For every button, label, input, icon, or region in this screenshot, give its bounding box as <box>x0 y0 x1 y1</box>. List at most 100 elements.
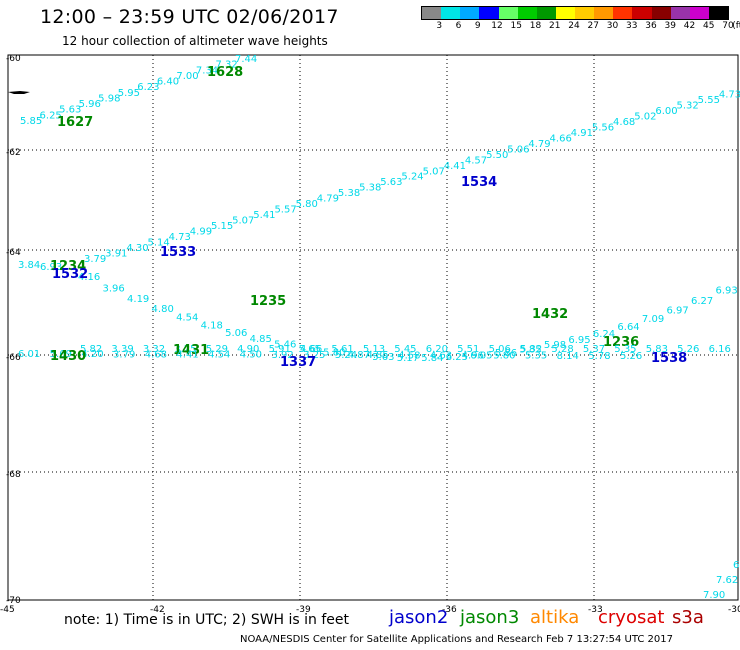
wave-height-value: 6.25 <box>40 110 62 121</box>
wave-height-value: 5.56 <box>592 122 614 133</box>
pass-time-label: 1337 <box>280 355 316 370</box>
wave-height-value: 5.69 <box>50 349 72 360</box>
footer-note: note: 1) Time is in UTC; 2) SWH is in fe… <box>64 612 350 628</box>
wave-height-value: 3.96 <box>103 283 125 294</box>
legend-swatch <box>594 7 614 19</box>
wave-height-value: 3.25 <box>174 344 196 355</box>
wave-height-value: 5.82 <box>80 344 102 355</box>
latitude-label: -66 <box>6 353 21 363</box>
legend-swatch <box>555 7 575 19</box>
wave-height-value: 5.26 <box>677 344 699 355</box>
wave-height-value: 3.32 <box>143 344 165 355</box>
legend-swatch <box>689 7 709 19</box>
wave-height-value: 3.92 <box>271 350 293 361</box>
legend-swatch <box>613 7 633 19</box>
wave-height-value: 4.41 <box>444 161 466 172</box>
wave-height-value: 5.15 <box>211 221 233 232</box>
satellite-jason2: jason2 <box>389 607 449 628</box>
legend-label: 6 <box>455 21 462 31</box>
wave-height-value: 4.73 <box>719 89 740 100</box>
wave-height-value: 6 <box>733 560 739 571</box>
longitude-label: -30 <box>728 605 740 615</box>
wave-height-value: 5.91 <box>269 344 291 355</box>
satellite-s3a: s3a <box>672 607 704 628</box>
wave-height-value: 5.06 <box>489 344 511 355</box>
legend-label: 9 <box>474 21 481 31</box>
wave-height-value: 5.07 <box>232 216 254 227</box>
wave-height-value: 6.23 <box>137 82 159 93</box>
pass-time-label: 1628 <box>207 65 243 80</box>
wave-height-value: 4.58 <box>398 350 420 361</box>
wave-height-value: 5.38 <box>359 183 381 194</box>
wave-height-value: 5.28 <box>551 344 573 355</box>
legend-swatch <box>479 7 499 19</box>
wave-height-value: 5.45 <box>394 344 416 355</box>
latitude-label: -64 <box>6 248 21 258</box>
legend-swatch <box>460 7 480 19</box>
wave-height-value: 4.20 <box>81 349 103 360</box>
wave-height-value: 3.79 <box>84 254 106 265</box>
wave-height-value: 5.80 <box>493 351 515 362</box>
wave-height-value: 5.95 <box>118 88 140 99</box>
wave-height-value: 6.93 <box>715 285 737 296</box>
legend-label: 45 <box>703 21 715 31</box>
wave-height-value: 4.41 <box>176 350 198 361</box>
wave-height-value: 6.64 <box>617 322 639 333</box>
wave-height-value: 4.79 <box>317 194 339 205</box>
wave-height-value: 4.85 <box>250 334 272 345</box>
latitude-label: -68 <box>6 470 21 480</box>
map-frame <box>7 54 739 601</box>
legend-swatch <box>708 7 728 19</box>
wave-height-value: 5.80 <box>323 347 345 358</box>
wave-height-value: 4.87 <box>348 350 370 361</box>
wave-height-value: 4.54 <box>208 350 230 361</box>
map-title: 12:00 – 23:59 UTC 02/06/2017 <box>40 6 339 28</box>
legend-label: 24 <box>568 21 580 31</box>
wave-height-value: 6.20 <box>426 344 448 355</box>
wave-height-value: 5.55 <box>698 95 720 106</box>
pass-time-label: 1534 <box>461 175 497 190</box>
satellite-cryosat: cryosat <box>598 607 665 628</box>
wave-height-value: 4.90 <box>237 344 259 355</box>
legend-label: 33 <box>626 21 638 31</box>
wave-height-value: 4.66 <box>300 344 322 355</box>
legend-swatch <box>575 7 595 19</box>
wave-height-value: 5.57 <box>274 205 296 216</box>
wave-height-value: 4.79 <box>528 139 550 150</box>
wave-height-value: 4.68 <box>145 349 167 360</box>
wave-height-value: 5.02 <box>634 111 656 122</box>
latitude-label: -70 <box>6 596 21 606</box>
map-subtitle: 12 hour collection of altimeter wave hei… <box>62 34 328 48</box>
longitude-label: -36 <box>442 605 457 615</box>
legend-label: 70 <box>722 21 734 31</box>
satellite-jason3: jason3 <box>460 607 520 628</box>
wave-height-value: 4.73 <box>169 232 191 243</box>
wave-height-value: 5.61 <box>331 344 353 355</box>
legend-swatch <box>632 7 652 19</box>
wave-height-value: 4.54 <box>176 313 198 324</box>
legend-label: 42 <box>683 21 696 31</box>
legend-swatch <box>536 7 556 19</box>
wave-height-value: 5.26 <box>620 351 642 362</box>
wave-height-value: 3.84 <box>18 260 40 271</box>
legend-swatch <box>670 7 690 19</box>
wave-height-value: 4.68 <box>613 117 635 128</box>
wave-height-value: 4.63 <box>430 350 452 361</box>
wave-height-value: 5.84 <box>421 353 443 364</box>
wave-height-value: 5.41 <box>253 210 275 221</box>
legend-label: 36 <box>645 21 657 31</box>
legend-label: 12 <box>491 21 503 31</box>
wave-height-value: 7.62 <box>716 575 738 586</box>
wave-height-value: 3.79 <box>113 349 135 360</box>
wave-height-value: 4.57 <box>465 155 487 166</box>
wave-height-value: 7.09 <box>642 314 664 325</box>
legend-unit: (ft) <box>732 21 740 31</box>
wave-height-value: 7.44 <box>235 54 257 65</box>
pass-time-label: 1432 <box>532 307 568 322</box>
wave-height-value: 3.25 <box>303 350 325 361</box>
pass-time-label: 1627 <box>57 115 93 130</box>
footer-credit: NOAA/NESDIS Center for Satellite Applica… <box>240 634 673 645</box>
